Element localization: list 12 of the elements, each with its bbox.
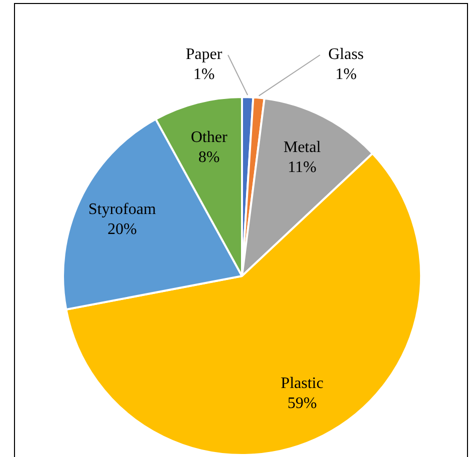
- slice-label: Paper: [186, 46, 223, 64]
- slice-label: Styrofoam: [88, 200, 156, 218]
- data-label: 8%: [198, 148, 220, 166]
- data-label: 11%: [288, 159, 317, 176]
- data-label: 1%: [193, 66, 215, 84]
- slice-label: Other: [190, 128, 228, 146]
- data-label: 1%: [335, 66, 357, 84]
- slice-label: Metal: [283, 139, 322, 156]
- slice-label: Plastic: [280, 375, 324, 392]
- slice-label: Glass: [328, 46, 364, 64]
- data-label: 20%: [107, 220, 137, 238]
- data-label: 59%: [287, 395, 317, 412]
